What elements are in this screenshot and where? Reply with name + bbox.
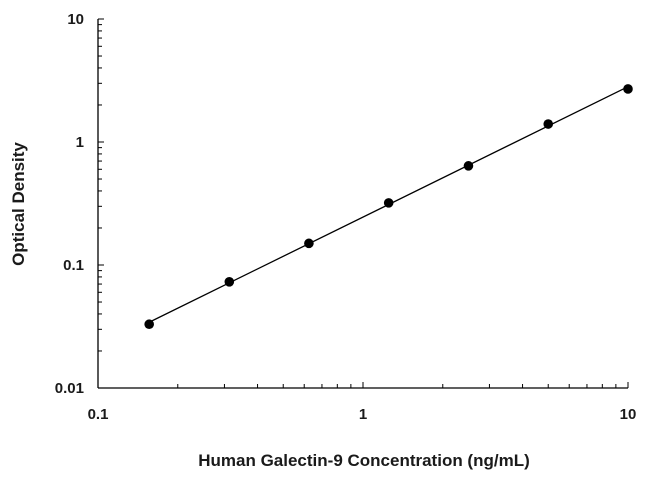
data-point bbox=[224, 277, 235, 287]
x-tick-label: 10 bbox=[620, 406, 637, 423]
data-point bbox=[623, 84, 633, 94]
y-axis-tick-labels: 0.01 0.1 1 10 bbox=[55, 11, 84, 397]
axes bbox=[97, 19, 628, 389]
data-point bbox=[383, 198, 394, 208]
x-tick-label: 0.1 bbox=[88, 406, 109, 423]
data-point bbox=[144, 319, 154, 330]
x-axis-tick-labels: 0.1 1 10 bbox=[88, 406, 637, 423]
y-tick-label: 10 bbox=[67, 11, 84, 28]
y-tick-label: 0.1 bbox=[63, 257, 84, 274]
data-point bbox=[304, 238, 314, 249]
y-axis-title: Optical Density bbox=[9, 142, 28, 266]
x-axis-ticks bbox=[97, 382, 629, 388]
y-tick-label: 1 bbox=[76, 134, 84, 151]
y-tick-label: 0.01 bbox=[55, 380, 84, 397]
data-point bbox=[463, 161, 474, 171]
y-axis-ticks bbox=[98, 18, 104, 389]
data-points bbox=[144, 84, 633, 330]
x-axis-title: Human Galectin-9 Concentration (ng/mL) bbox=[198, 451, 530, 470]
x-tick-label: 1 bbox=[359, 406, 367, 423]
data-point bbox=[543, 119, 554, 129]
